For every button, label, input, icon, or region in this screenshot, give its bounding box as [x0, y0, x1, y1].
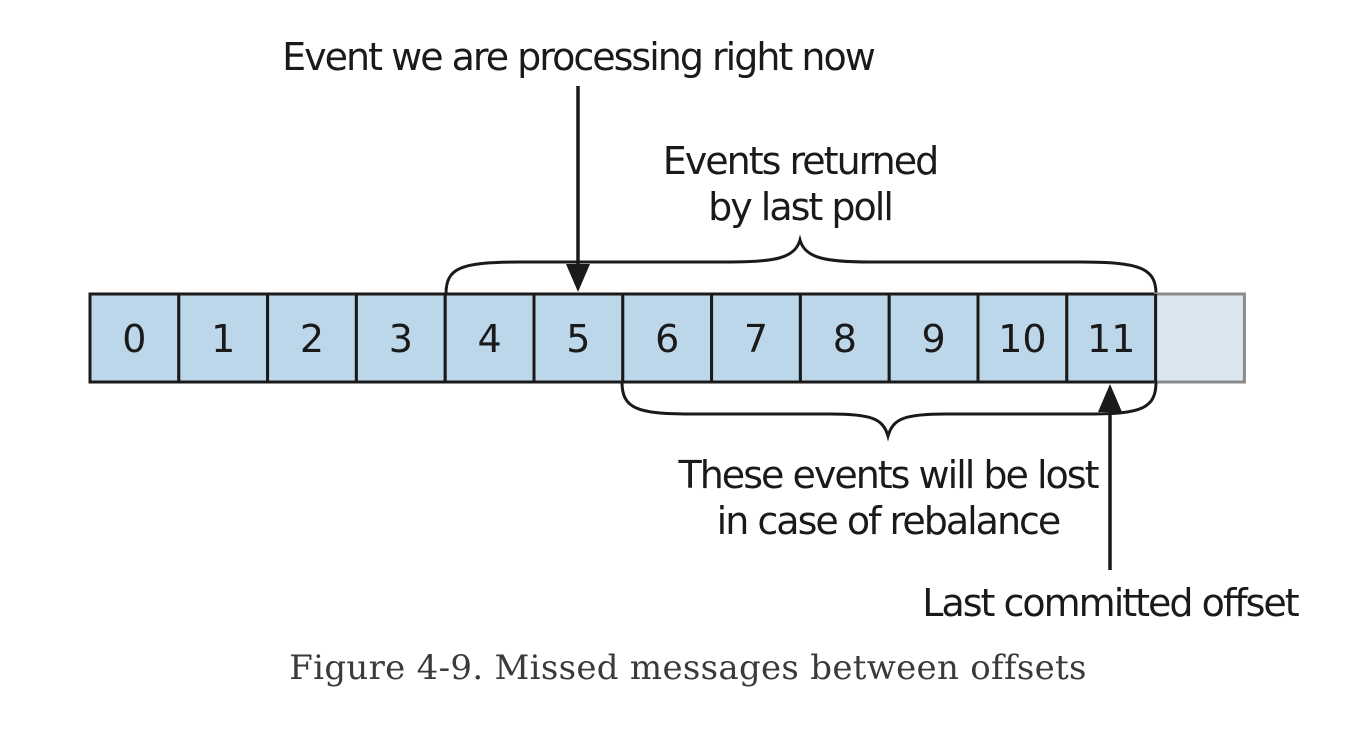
offset-cell-8: [798, 292, 891, 384]
processing-arrow-head: [566, 264, 590, 292]
offset-cell-empty: [1154, 292, 1246, 384]
partition-log: 0 1 2 3 4 5 6 7 8 9 10 11: [88, 292, 1246, 384]
offset-label: 9: [922, 317, 946, 361]
offset-cell-1: [177, 292, 270, 384]
offset-cell-2: [266, 292, 358, 384]
returned-brace: [444, 234, 1158, 295]
offset-label: 5: [566, 317, 590, 361]
offset-label: 7: [744, 317, 768, 361]
offset-label: 3: [389, 317, 413, 361]
lost-label-line1: These events will be lost: [678, 453, 1099, 497]
returned-label-line1: Events returned: [663, 139, 937, 183]
offset-label: 4: [478, 317, 502, 361]
offset-diagram: Event we are processing right now Events…: [88, 35, 1301, 625]
returned-label-line2: by last poll: [708, 185, 892, 229]
offset-label: 0: [122, 317, 146, 361]
offset-cell-9: [887, 292, 980, 384]
offset-label: 2: [300, 317, 324, 361]
offset-label: 8: [833, 317, 857, 361]
processing-label: Event we are processing right now: [282, 35, 875, 79]
offset-label: 11: [1087, 317, 1135, 361]
offset-label: 6: [655, 317, 679, 361]
offset-cell-10: [976, 292, 1069, 384]
committed-arrow-head: [1098, 384, 1122, 412]
committed-label: Last committed offset: [922, 581, 1299, 625]
figure-caption: Figure 4-9. Missed messages between offs…: [289, 648, 1087, 688]
offset-label: 10: [998, 317, 1046, 361]
offset-label: 1: [211, 317, 235, 361]
lost-label-line2: in case of rebalance: [717, 499, 1060, 543]
lost-brace: [620, 381, 1158, 442]
